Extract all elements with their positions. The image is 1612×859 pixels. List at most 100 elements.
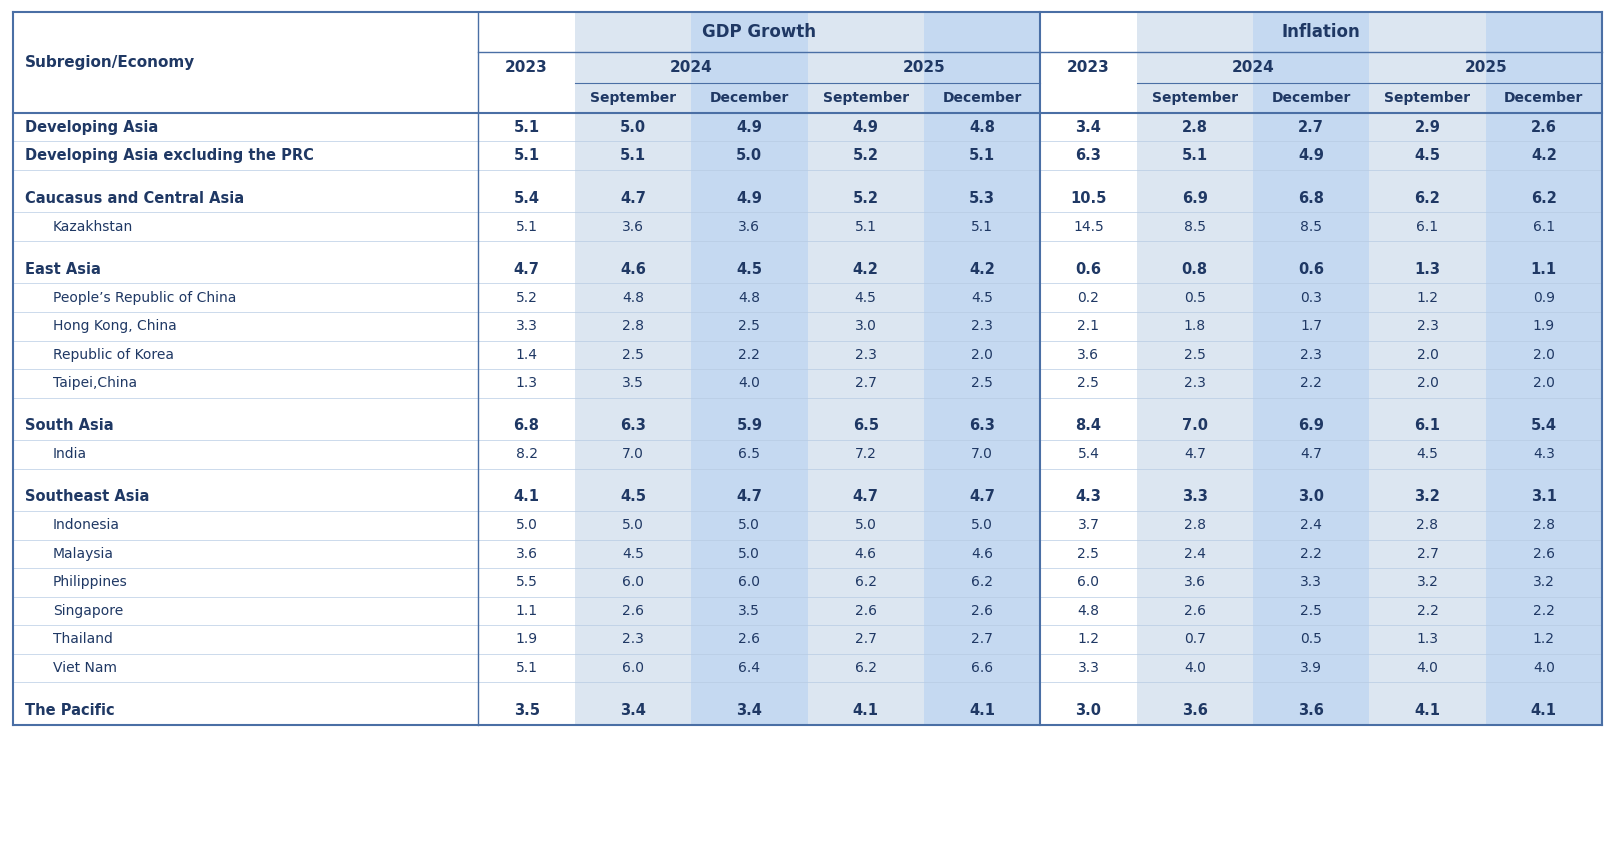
Text: Inflation: Inflation (1282, 23, 1361, 41)
Text: 2.8: 2.8 (1533, 518, 1556, 533)
Text: 5.1: 5.1 (514, 119, 540, 135)
Text: 6.9: 6.9 (1298, 418, 1323, 433)
Text: 2.0: 2.0 (1533, 376, 1554, 390)
Text: 3.4: 3.4 (621, 703, 646, 718)
Text: 2.3: 2.3 (970, 320, 993, 333)
Bar (479, 12, 575, 113)
Text: 7.0: 7.0 (970, 448, 993, 461)
Text: 4.5: 4.5 (854, 290, 877, 305)
Text: 2.8: 2.8 (1182, 119, 1207, 135)
Text: 4.5: 4.5 (622, 546, 643, 561)
Text: 4.7: 4.7 (621, 191, 646, 206)
Text: India: India (53, 448, 87, 461)
Text: 3.6: 3.6 (1182, 703, 1207, 718)
Text: 6.3: 6.3 (969, 418, 995, 433)
Text: 2.2: 2.2 (1533, 604, 1554, 618)
Text: 0.5: 0.5 (1183, 290, 1206, 305)
Text: 2.0: 2.0 (1533, 348, 1554, 362)
Text: 4.7: 4.7 (1301, 448, 1322, 461)
Text: 7.0: 7.0 (622, 448, 643, 461)
Text: 5.1: 5.1 (1182, 149, 1207, 163)
Text: 4.0: 4.0 (1183, 661, 1206, 675)
Text: 8.5: 8.5 (1183, 220, 1206, 234)
Text: 2024: 2024 (669, 60, 713, 75)
Text: September: September (590, 91, 675, 105)
Text: 4.6: 4.6 (854, 546, 877, 561)
Text: 3.9: 3.9 (1301, 661, 1322, 675)
Text: 4.6: 4.6 (970, 546, 993, 561)
Text: Taipei,China: Taipei,China (53, 376, 137, 390)
Text: 5.0: 5.0 (738, 546, 761, 561)
Text: 0.7: 0.7 (1183, 632, 1206, 646)
Text: 2.0: 2.0 (1417, 348, 1438, 362)
Text: 3.2: 3.2 (1415, 490, 1441, 504)
Text: 1.2: 1.2 (1533, 632, 1556, 646)
Text: 4.9: 4.9 (737, 191, 762, 206)
Text: 5.0: 5.0 (738, 518, 761, 533)
Text: 2.5: 2.5 (970, 376, 993, 390)
Text: 6.2: 6.2 (1531, 191, 1557, 206)
Text: 2.3: 2.3 (854, 348, 877, 362)
Text: 2.6: 2.6 (854, 604, 877, 618)
Text: 2.7: 2.7 (1417, 546, 1438, 561)
Bar (924, 12, 1040, 724)
Text: 2.7: 2.7 (1298, 119, 1323, 135)
Text: 3.5: 3.5 (738, 604, 761, 618)
Text: 5.4: 5.4 (1531, 418, 1557, 433)
Text: 3.3: 3.3 (1301, 576, 1322, 589)
Text: 2.2: 2.2 (1301, 546, 1322, 561)
Text: 2.3: 2.3 (1301, 348, 1322, 362)
Text: 1.3: 1.3 (1417, 632, 1438, 646)
Text: 2025: 2025 (903, 60, 945, 75)
Text: 6.2: 6.2 (970, 576, 993, 589)
Bar (575, 12, 692, 724)
Text: 5.0: 5.0 (516, 518, 537, 533)
Text: 4.5: 4.5 (1417, 448, 1438, 461)
Text: 5.2: 5.2 (516, 290, 537, 305)
Bar (1040, 12, 1136, 724)
Text: 5.0: 5.0 (622, 518, 643, 533)
Text: 4.3: 4.3 (1075, 490, 1101, 504)
Text: 4.9: 4.9 (853, 119, 879, 135)
Text: 6.5: 6.5 (853, 418, 879, 433)
Text: 1.2: 1.2 (1417, 290, 1438, 305)
Bar (692, 12, 808, 113)
Bar (1486, 12, 1602, 113)
Text: 6.0: 6.0 (622, 576, 643, 589)
Text: 6.2: 6.2 (854, 661, 877, 675)
Text: 2.4: 2.4 (1183, 546, 1206, 561)
Text: 5.3: 5.3 (969, 191, 995, 206)
Text: 1.8: 1.8 (1183, 320, 1206, 333)
Text: 4.1: 4.1 (853, 703, 879, 718)
Text: 6.1: 6.1 (1414, 418, 1441, 433)
Text: September: September (822, 91, 909, 105)
Text: 1.3: 1.3 (1414, 262, 1441, 277)
Text: 4.2: 4.2 (969, 262, 995, 277)
Text: 2.6: 2.6 (738, 632, 761, 646)
Text: 2.3: 2.3 (622, 632, 643, 646)
Text: 2.7: 2.7 (854, 632, 877, 646)
Text: 4.1: 4.1 (1414, 703, 1441, 718)
Text: 6.6: 6.6 (970, 661, 993, 675)
Text: 2.6: 2.6 (970, 604, 993, 618)
Text: 0.5: 0.5 (1301, 632, 1322, 646)
Bar (479, 12, 575, 724)
Text: 3.2: 3.2 (1533, 576, 1554, 589)
Text: 4.6: 4.6 (621, 262, 646, 277)
Text: September: September (1151, 91, 1238, 105)
Text: 4.7: 4.7 (853, 490, 879, 504)
Text: 5.1: 5.1 (854, 220, 877, 234)
Text: 3.3: 3.3 (1077, 661, 1099, 675)
Text: 4.5: 4.5 (970, 290, 993, 305)
Text: 6.1: 6.1 (1533, 220, 1556, 234)
Bar (1253, 12, 1369, 113)
Text: Hong Kong, China: Hong Kong, China (53, 320, 177, 333)
Text: 0.9: 0.9 (1533, 290, 1556, 305)
Text: 3.4: 3.4 (737, 703, 762, 718)
Text: 5.1: 5.1 (970, 220, 993, 234)
Text: 3.2: 3.2 (1417, 576, 1438, 589)
Text: 3.6: 3.6 (1298, 703, 1323, 718)
Text: 6.3: 6.3 (621, 418, 646, 433)
Text: 4.5: 4.5 (621, 490, 646, 504)
Bar (1486, 12, 1602, 724)
